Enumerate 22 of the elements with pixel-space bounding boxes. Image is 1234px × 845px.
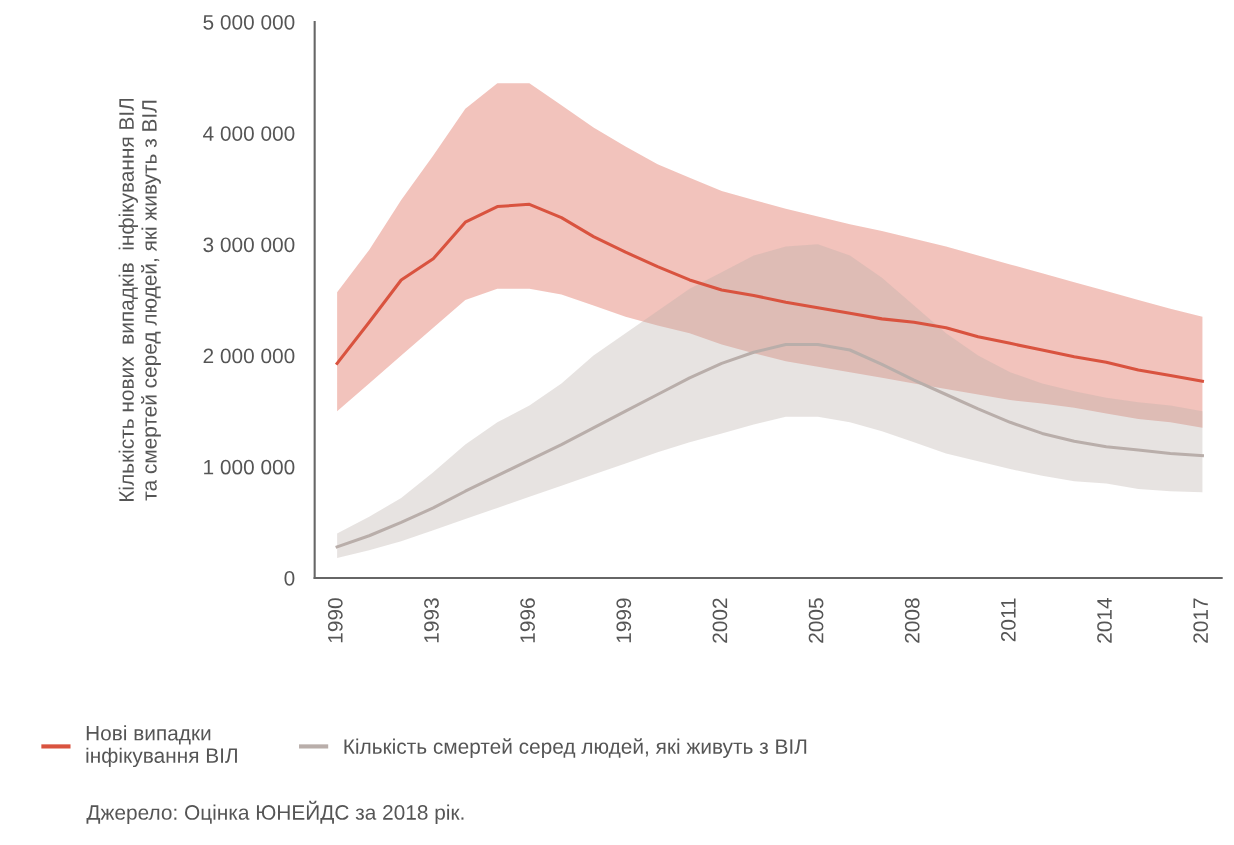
x-tick-label: 2011: [1000, 598, 1016, 642]
line-series: [335, 342, 1204, 549]
x-tick-label: 1996: [520, 598, 535, 643]
legend-label: Кількість смертей серед людей, які живуть з ВІЛ: [344, 738, 807, 759]
line-series: [335, 202, 1204, 383]
x-tick-label: 2002: [712, 598, 728, 643]
y-tick-label: 1 000 000: [204, 459, 295, 475]
y-tick-label: 2 000 000: [203, 348, 295, 364]
legend-label: Нові випадки інфікування ВІЛ: [86, 725, 237, 768]
y-tick-label: 3 000 000: [203, 237, 295, 253]
x-tick-label: 1993: [424, 598, 439, 643]
x-tick-label: 1999: [616, 598, 632, 643]
text: Джерело: Оцінка ЮНЕЙДС за 2018 рік.: [86, 800, 464, 824]
x-tick-label: 2017: [1193, 598, 1209, 643]
x-tick-label: 2005: [808, 598, 824, 643]
x-tick-label: 2014: [1097, 598, 1112, 643]
x-tick-label: 2008: [904, 598, 920, 643]
y-tick-label: 4 000 000: [203, 126, 295, 141]
y-tick-label: 5 000 000: [203, 14, 295, 30]
x-tick-label: 1990: [327, 598, 343, 643]
y-axis-title: Кількість нових випадків інфікування ВІЛ та смертей серед людей, які живуть з ВІЛ: [118, 98, 161, 502]
y-tick-label: 0: [284, 570, 295, 586]
